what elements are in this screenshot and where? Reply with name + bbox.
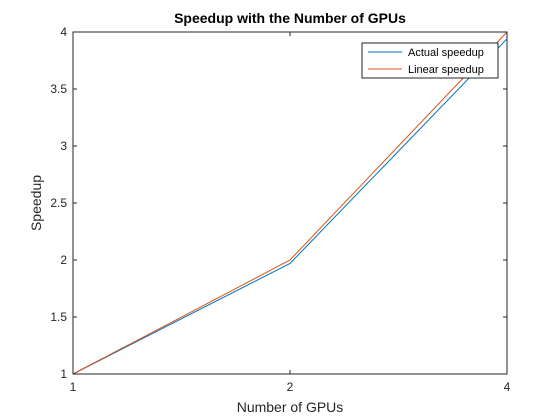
y-tick-label: 3.5 — [50, 82, 67, 96]
x-tick-label: 2 — [287, 380, 294, 394]
x-axis-ticks: 1 2 4 — [70, 32, 511, 394]
y-tick-label: 2 — [60, 253, 67, 267]
legend-box — [361, 42, 499, 79]
x-tick-label: 1 — [70, 380, 77, 394]
series-layer — [72, 31, 508, 375]
x-axis-label: Number of GPUs — [237, 399, 344, 415]
y-tick-label: 1 — [60, 367, 67, 381]
plot-area — [72, 31, 508, 375]
series-line-linear-speedup — [72, 31, 508, 375]
y-axis-ticks: 1 1.5 2 2.5 3 3.5 4 — [50, 25, 507, 381]
y-tick-label: 2.5 — [50, 196, 67, 210]
y-tick-label: 1.5 — [50, 310, 67, 324]
legend-label-linear-speedup: Linear speedup — [408, 64, 484, 76]
y-axis-label: Speedup — [28, 175, 44, 231]
chart-title: Speedup with the Number of GPUs — [174, 10, 406, 26]
x-tick-label: 4 — [504, 380, 511, 394]
y-tick-label: 3 — [60, 139, 67, 153]
y-tick-label: 4 — [60, 25, 67, 39]
legend: Actual speedup Linear speedup — [361, 42, 499, 79]
series-line-actual-speedup — [72, 38, 508, 375]
legend-label-actual-speedup: Actual speedup — [408, 47, 484, 59]
